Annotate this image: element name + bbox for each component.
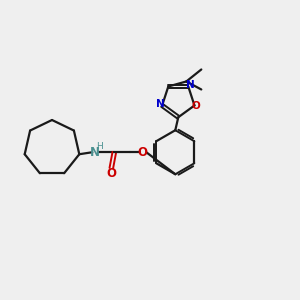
Text: O: O bbox=[191, 101, 200, 112]
Text: N: N bbox=[186, 80, 195, 91]
Text: N: N bbox=[90, 146, 100, 159]
Text: O: O bbox=[137, 146, 147, 159]
Text: N: N bbox=[156, 100, 164, 110]
Text: H: H bbox=[96, 142, 103, 151]
Text: O: O bbox=[106, 167, 116, 180]
